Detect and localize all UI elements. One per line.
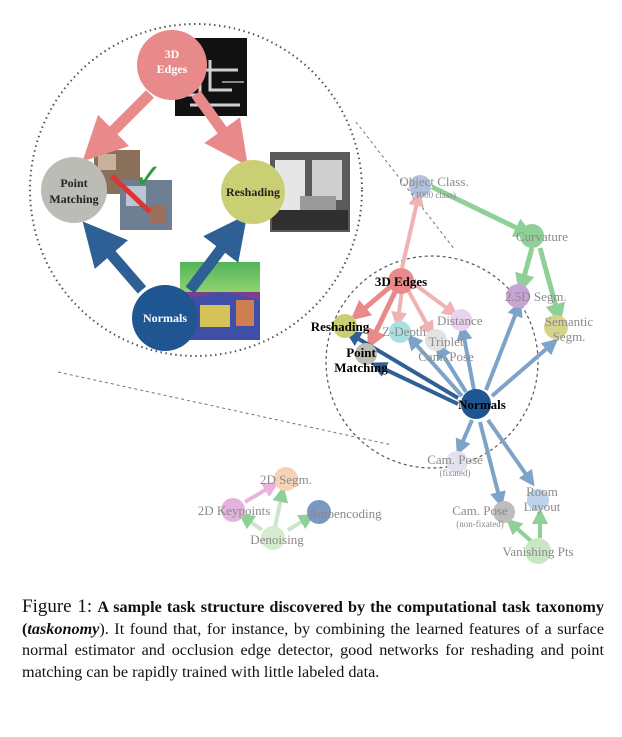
label-object-class: Object Class. [399,174,468,189]
node-room-layout [527,489,549,511]
label-room-1: Room [526,484,558,499]
node-normals-large [132,285,198,351]
edge-curvature-25d [515,247,535,294]
node-2d-keypoints [221,498,245,522]
label-3d-edges: 3D Edges [375,274,427,289]
zoom-panel: ✓ 3D Edges Point Matching Reshading Norm… [29,23,456,446]
edge-edges-pointmatching [367,290,398,350]
edge-normals-semantic [490,338,559,398]
cluster-circle [325,255,539,469]
node-point-matching-large-label2: Matching [49,192,98,206]
arrow-normals-to-reshading [185,214,248,294]
arrow-normals-to-pointmatching [82,221,147,294]
node-3d-edges [388,268,414,294]
label-object-class-sub: (1000 class) [412,190,456,200]
node-3d-edges-large [137,30,207,100]
node-point-matching-large-label1: Point [60,176,87,190]
edge-normals-pointmatching [370,362,459,406]
arrow-edges-to-pointmatching [82,90,154,162]
node-normals-large-label: Normals [143,311,187,325]
edge-normals-camnonfix [478,421,506,508]
label-point-1: Point [346,345,376,360]
edge-edges-triplet [406,289,434,338]
label-z-depth: Z-Depth [382,324,427,339]
label-reshading: Reshading [311,319,370,334]
edge-keypoints-segm2d [243,481,279,504]
zoom-connector-top [355,121,456,251]
edge-denoising-autoencoding [286,513,315,532]
arrow-edges-to-reshading [191,90,248,166]
label-denoising: Denoising [250,532,304,547]
node-denoising [261,526,285,550]
edge-denoising-keypoints [238,513,264,532]
edge-edges-objclass [400,190,425,269]
label-room-2: Layout [524,499,561,514]
label-cam-pose-nonfixated: Cam. Pose [452,503,508,518]
node-point-matching [355,343,377,365]
node-distance [450,309,472,331]
node-triplet [425,329,447,351]
caption-body-text: ). It found that, for instance, by combi… [22,619,604,681]
caption-italic-text: taskonomy [27,619,100,638]
edge-objclass-curvature [430,184,535,237]
label-distance: Distance [437,313,483,328]
node-reshading-large [221,160,285,224]
zoom-connector-bottom [57,371,393,446]
label-triplet-1: Triplet [429,334,464,349]
label-semantic-2: Segm. [553,329,586,344]
edge-normals-zdepth [406,334,464,398]
node-point-matching-large [41,157,107,223]
label-point-2: Matching [334,360,388,375]
node-2d-segm [274,467,298,491]
caption-bold-text: A sample task structure discovered by th… [22,598,605,638]
label-triplet-2: Cam. Pose [418,349,474,364]
node-reshading-large-label: Reshading [226,185,280,199]
node-autoencoding [307,500,331,524]
node-cam-pose-nonfixated [493,501,515,523]
zoom-circle [29,23,363,357]
label-semantic-1: Semantic [545,314,594,329]
edge-vanishing-camnonfix [506,518,534,544]
edge-normals-triplet [435,343,468,394]
label-25d-segm: 2.5D Segm. [505,289,567,304]
edge-normals-room [486,418,535,487]
label-normals: Normals [458,397,506,412]
edge-normals-25d [484,300,523,391]
figure-caption: Figure 1: A sample task structure discov… [22,596,604,683]
label-2d-segm: 2D Segm. [260,472,312,487]
label-curvature: Curvature [516,229,568,244]
label-2d-keypoints: 2D Keypoints [198,503,271,518]
node-reshading [333,314,357,338]
label-cam-pose-nonfixated-sub: (non-fixated) [456,519,503,529]
crossed-out-mark [110,174,152,214]
node-25d-segm [506,284,530,308]
node-curvature [520,224,544,248]
label-cam-pose-fixated: Cam. Pose [427,452,483,467]
node-normals [461,389,491,419]
label-autoencoding: Autoencoding [308,506,382,521]
edge-edges-reshading [350,285,392,321]
node-object-class [409,175,431,197]
node-semantic-segm [544,315,568,339]
label-cam-pose-fixated-sub: (fixated) [440,468,471,478]
node-vanishing-pts [525,538,551,564]
edge-normals-camfix [455,419,474,456]
node-z-depth [389,321,411,343]
edge-normals-distance [456,324,476,391]
edge-edges-distance [411,281,459,317]
figure-graphic: ✓ 3D Edges Point Matching Reshading Norm… [29,23,594,564]
edge-edges-zdepth [391,289,407,328]
task-graph: Object Class. (1000 class) Curvature 2.5… [198,174,594,564]
caption-figure-label: Figure 1: [22,596,93,617]
node-3d-edges-large-label2: Edges [157,62,188,76]
edge-denoising-segm2d [272,486,289,528]
label-vanishing: Vanishing Pts [502,544,573,559]
node-cam-pose-fixated [446,451,468,473]
checkmark-icon: ✓ [134,157,163,197]
edge-curvature-semantic [537,247,566,324]
node-3d-edges-large-label1: 3D [165,47,180,61]
